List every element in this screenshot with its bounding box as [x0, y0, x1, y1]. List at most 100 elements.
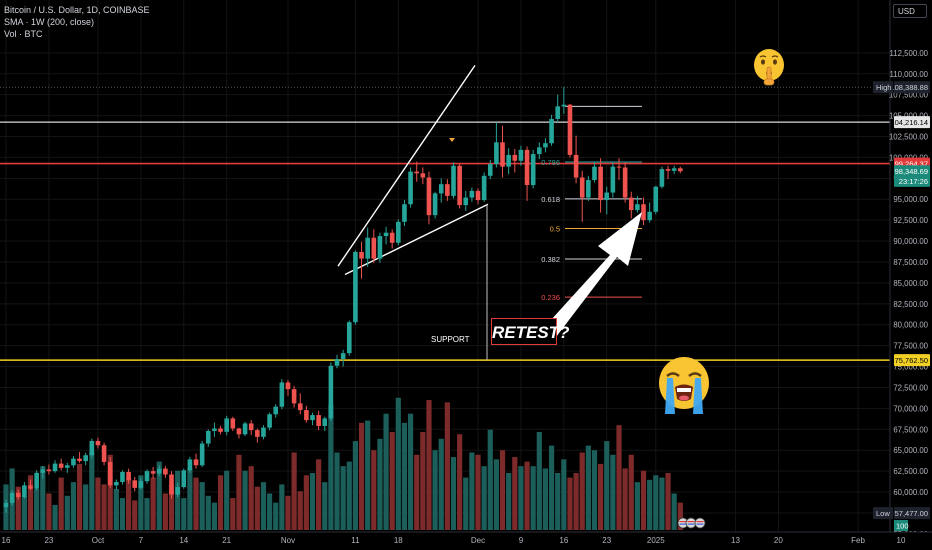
time-axis[interactable]	[0, 532, 932, 550]
candle-body[interactable]	[549, 118, 554, 144]
candle-body[interactable]	[181, 470, 187, 488]
candle-body[interactable]	[353, 251, 358, 323]
candle-body[interactable]	[114, 482, 119, 486]
candle-body[interactable]	[267, 414, 272, 428]
candle-body[interactable]	[175, 487, 180, 495]
price-tag[interactable]	[894, 81, 930, 94]
price-tag[interactable]	[894, 507, 930, 520]
candle-body[interactable]	[212, 428, 217, 431]
candle-body[interactable]	[402, 204, 407, 222]
candle-body[interactable]	[586, 180, 591, 198]
candle-body[interactable]	[340, 353, 346, 360]
candle-body[interactable]	[543, 143, 548, 148]
candle-body[interactable]	[279, 382, 285, 407]
candle-body[interactable]	[34, 472, 39, 489]
candle-body[interactable]	[506, 154, 511, 167]
candle-body[interactable]	[255, 430, 260, 437]
candle-body[interactable]	[83, 455, 88, 462]
candle-body[interactable]	[248, 423, 254, 431]
candle-body[interactable]	[420, 173, 426, 178]
candle-body[interactable]	[438, 184, 444, 194]
candle-body[interactable]	[205, 430, 211, 444]
candle-body[interactable]	[15, 492, 21, 498]
candle-body[interactable]	[500, 142, 505, 167]
candle-body[interactable]	[469, 190, 475, 198]
candle-body[interactable]	[414, 171, 420, 174]
candle-body[interactable]	[561, 104, 567, 107]
candle-body[interactable]	[653, 186, 659, 212]
candle-body[interactable]	[218, 428, 223, 432]
candle-body[interactable]	[426, 177, 432, 216]
candle-body[interactable]	[77, 458, 82, 462]
candle-body[interactable]	[537, 147, 542, 155]
candle-body[interactable]	[598, 166, 603, 201]
candle-body[interactable]	[475, 190, 481, 201]
candle-body[interactable]	[71, 458, 76, 466]
candle-body[interactable]	[457, 165, 462, 206]
support-price-tag[interactable]	[894, 354, 930, 367]
candle-body[interactable]	[518, 149, 524, 161]
candle-body[interactable]	[635, 204, 640, 211]
wedge-upper-trendline[interactable]	[337, 64, 476, 267]
candle-body[interactable]	[622, 167, 628, 198]
candle-body[interactable]	[555, 106, 560, 119]
candle-body[interactable]	[432, 193, 438, 216]
candle-body[interactable]	[641, 204, 646, 221]
candle-body[interactable]	[120, 471, 125, 483]
candle-body[interactable]	[573, 154, 579, 178]
candle-body[interactable]	[224, 418, 229, 432]
candle-body[interactable]	[665, 169, 671, 171]
candle-body[interactable]	[408, 171, 413, 205]
candle-body[interactable]	[567, 104, 573, 155]
candle-body[interactable]	[359, 251, 364, 259]
candle-body[interactable]	[28, 485, 33, 489]
candle-body[interactable]	[199, 443, 205, 466]
candle-body[interactable]	[132, 480, 138, 488]
candle-body[interactable]	[9, 492, 15, 503]
volume-indicator-label[interactable]: Vol · BTC	[4, 29, 43, 39]
last-price-tag[interactable]	[894, 174, 930, 187]
candle-body[interactable]	[236, 428, 242, 435]
candle-body[interactable]	[383, 232, 389, 237]
candle-body[interactable]	[163, 468, 168, 475]
candle-body[interactable]	[371, 237, 377, 259]
candle-body[interactable]	[310, 415, 315, 421]
candle-body[interactable]	[89, 441, 95, 456]
candle-body[interactable]	[451, 165, 456, 196]
candle-body[interactable]	[193, 459, 199, 466]
candle-body[interactable]	[377, 236, 383, 259]
candle-body[interactable]	[530, 154, 536, 186]
candle-body[interactable]	[261, 427, 266, 437]
candle-body[interactable]	[334, 359, 340, 366]
candle-body[interactable]	[389, 232, 395, 243]
candle-body[interactable]	[46, 469, 52, 472]
candle-body[interactable]	[396, 221, 401, 243]
candle-body[interactable]	[487, 164, 493, 176]
candle-body[interactable]	[524, 149, 530, 186]
candle-body[interactable]	[150, 471, 156, 474]
sma-indicator-label[interactable]: SMA · 1W (200, close)	[4, 17, 95, 27]
candle-body[interactable]	[95, 441, 101, 446]
candle-body[interactable]	[616, 166, 622, 168]
candle-body[interactable]	[316, 415, 321, 426]
candle-body[interactable]	[297, 403, 303, 411]
candle-body[interactable]	[628, 197, 634, 211]
candle-body[interactable]	[671, 168, 677, 171]
candle-body[interactable]	[322, 418, 328, 426]
candle-body[interactable]	[494, 142, 499, 165]
candle-body[interactable]	[346, 322, 352, 354]
candle-body[interactable]	[328, 365, 334, 419]
alert-marker-icon[interactable]	[449, 138, 455, 142]
candle-body[interactable]	[156, 468, 162, 474]
last-price-tag[interactable]	[894, 165, 930, 178]
candle-body[interactable]	[65, 465, 70, 468]
candle-body[interactable]	[678, 168, 683, 172]
candle-body[interactable]	[187, 459, 193, 471]
candle-body[interactable]	[285, 382, 291, 390]
candle-body[interactable]	[481, 175, 487, 201]
candle-body[interactable]	[101, 445, 107, 462]
candle-body[interactable]	[144, 471, 150, 482]
candle-body[interactable]	[304, 410, 309, 421]
candle-body[interactable]	[3, 502, 9, 508]
